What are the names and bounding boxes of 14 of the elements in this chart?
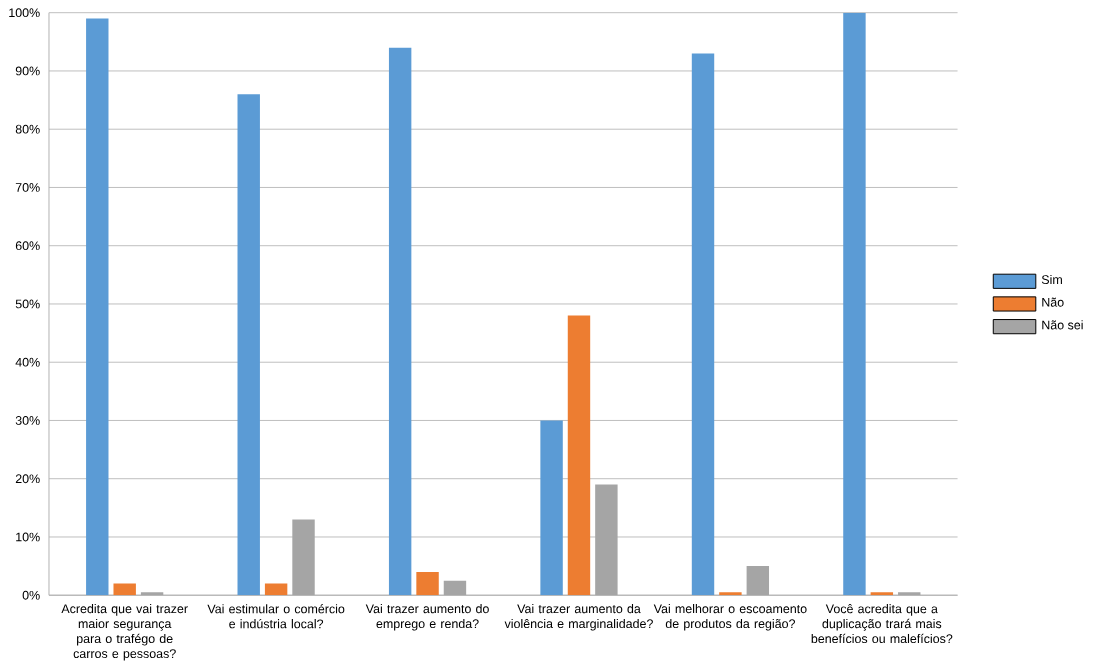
bar bbox=[113, 583, 136, 595]
bar bbox=[746, 565, 770, 595]
bar bbox=[595, 484, 618, 595]
bar bbox=[237, 93, 260, 595]
bar bbox=[416, 571, 439, 595]
bar bbox=[691, 53, 715, 595]
bar bbox=[567, 315, 591, 595]
bar bbox=[843, 12, 866, 595]
bar bbox=[540, 420, 563, 595]
bar bbox=[264, 583, 288, 595]
bar bbox=[86, 18, 109, 595]
bar bbox=[388, 47, 412, 595]
bar bbox=[292, 519, 315, 595]
bar bbox=[443, 580, 467, 595]
